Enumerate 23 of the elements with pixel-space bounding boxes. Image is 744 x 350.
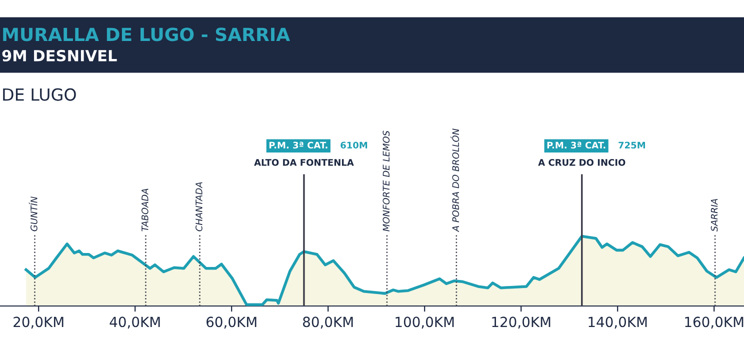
text: 610M	[340, 142, 368, 149]
ref-line-label: CHANTADA	[196, 182, 202, 232]
x-tick-label: 140,0KM	[588, 316, 647, 329]
ref-line-label: ALTO DA FONTENLA	[254, 159, 354, 166]
ref-line-label: GUNTÍN	[28, 196, 38, 232]
x-tick-label: 40,0KM	[110, 316, 160, 329]
ref-line-label: A POBRA DO BROLLÓN	[450, 128, 460, 232]
x-tick-label: 120,0KM	[492, 316, 550, 329]
x-tick-label: 100,0KM	[396, 316, 454, 329]
ref-line-label: MONFORTE DE LEMOS	[382, 130, 390, 232]
x-tick-label: 160,0KM	[685, 316, 744, 329]
x-tick-label: 20,0KM	[14, 316, 64, 329]
x-tick-label: 80,0KM	[303, 316, 353, 329]
chart-title: MURALLA DE LUGO - SARRIA	[3, 28, 290, 42]
text: P.M. 3ª CAT.	[547, 142, 606, 149]
ref-line-label: SARRIA	[710, 198, 718, 232]
ref-line-label: TABOADA	[142, 188, 148, 232]
text: 725M	[618, 142, 645, 149]
ref-line-label: A CRUZ DO INCIO	[538, 159, 626, 166]
text: DE LUGO	[3, 88, 76, 101]
x-tick-label: 60,0KM	[206, 316, 256, 329]
chart-subtitle: 9M DESNIVEL	[2, 50, 117, 62]
text: P.M. 3ª CAT.	[269, 142, 328, 149]
